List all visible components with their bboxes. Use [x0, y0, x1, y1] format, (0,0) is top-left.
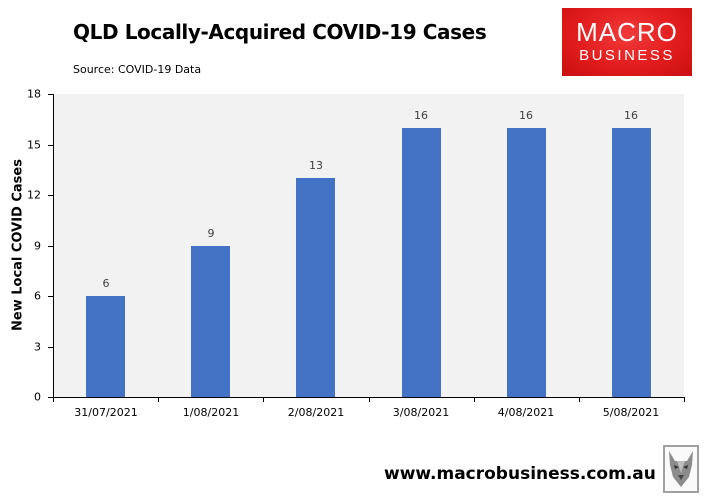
- bar: [86, 296, 125, 397]
- bar-value-label: 16: [624, 109, 638, 122]
- chart-title: QLD Locally-Acquired COVID-19 Cases: [73, 20, 487, 44]
- y-tick-label: 0: [34, 390, 41, 404]
- bar: [296, 178, 335, 397]
- x-tick-label: 4/08/2021: [497, 406, 555, 419]
- bar: [191, 246, 230, 398]
- y-tick: [48, 145, 53, 146]
- y-tick: [48, 94, 53, 95]
- x-tick: [684, 397, 685, 402]
- macrobusiness-logo: MACRO BUSINESS: [562, 8, 692, 76]
- x-tick-label: 31/07/2021: [74, 406, 138, 419]
- wolf-icon: [663, 445, 699, 493]
- y-tick: [48, 397, 53, 398]
- x-tick-label: 5/08/2021: [602, 406, 660, 419]
- y-tick: [48, 195, 53, 196]
- x-tick-label: 1/08/2021: [182, 406, 240, 419]
- x-tick: [53, 397, 54, 402]
- x-tick-label: 2/08/2021: [287, 406, 345, 419]
- plot-area: [53, 94, 684, 397]
- y-tick-label: 6: [34, 289, 41, 303]
- logo-line-2: BUSINESS: [579, 47, 675, 64]
- bar-value-label: 9: [207, 227, 215, 240]
- y-axis-line: [53, 94, 54, 398]
- bar: [507, 128, 546, 397]
- y-tick-label: 12: [27, 188, 41, 202]
- y-tick-label: 3: [34, 340, 41, 354]
- y-tick: [48, 347, 53, 348]
- x-tick: [369, 397, 370, 402]
- bar-value-label: 6: [102, 277, 110, 290]
- x-tick-label: 3/08/2021: [392, 406, 450, 419]
- bar-value-label: 16: [519, 109, 533, 122]
- bar: [402, 128, 441, 397]
- y-axis-label: New Local COVID Cases: [10, 159, 26, 331]
- chart-source: Source: COVID-19 Data: [73, 63, 202, 76]
- footer-url: www.macrobusiness.com.au: [384, 464, 656, 484]
- y-tick: [48, 246, 53, 247]
- y-tick-label: 18: [27, 87, 41, 101]
- bar-value-label: 13: [309, 159, 323, 172]
- bar: [612, 128, 651, 397]
- y-tick-label: 15: [27, 138, 41, 152]
- x-axis-line: [53, 397, 685, 398]
- x-tick: [158, 397, 159, 402]
- x-tick: [474, 397, 475, 402]
- y-tick-label: 9: [34, 239, 41, 253]
- bar-value-label: 16: [414, 109, 428, 122]
- x-tick: [263, 397, 264, 402]
- y-tick: [48, 296, 53, 297]
- logo-line-1: MACRO: [576, 17, 678, 47]
- x-tick: [579, 397, 580, 402]
